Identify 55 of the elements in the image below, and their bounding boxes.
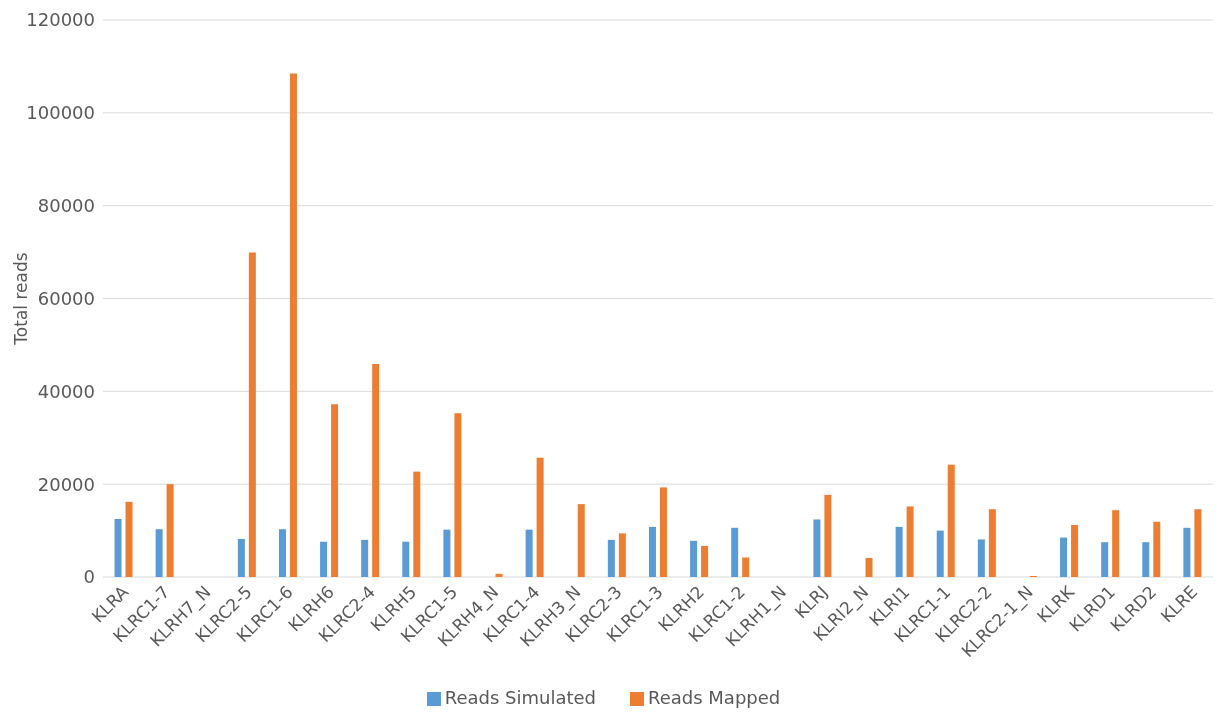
bar: [320, 541, 328, 577]
bar: [659, 487, 667, 577]
bar: [936, 530, 944, 577]
bar: [361, 539, 369, 577]
bar: [237, 538, 245, 577]
bar: [607, 539, 615, 577]
bar: [731, 527, 739, 577]
bar: [166, 484, 174, 577]
bar: [125, 501, 133, 577]
bar: [648, 526, 656, 577]
y-tick-label: 100000: [26, 102, 95, 124]
bar: [1112, 510, 1120, 577]
bar: [114, 518, 122, 577]
y-tick-label: 20000: [37, 473, 95, 495]
bar: [577, 504, 585, 577]
legend-label: Reads Mapped: [648, 687, 781, 708]
bar: [813, 519, 821, 577]
bar: [495, 573, 503, 577]
bar: [1071, 525, 1079, 577]
bar: [1142, 542, 1150, 577]
bar: [1101, 542, 1109, 577]
bar: [155, 529, 163, 577]
bar: [618, 533, 626, 577]
bar: [977, 539, 985, 577]
bar: [988, 509, 996, 577]
bar: [248, 252, 256, 577]
bar: [690, 540, 698, 577]
legend-label: Reads Simulated: [444, 687, 597, 708]
bar: [1153, 521, 1161, 577]
y-axis-title: Total reads: [11, 252, 32, 346]
y-tick-label: 60000: [37, 287, 95, 309]
y-tick-label: 40000: [37, 380, 95, 402]
bar: [1183, 527, 1191, 577]
bar: [742, 557, 750, 577]
y-tick-label: 120000: [26, 9, 95, 31]
bar: [289, 73, 297, 577]
bar: [525, 529, 533, 577]
bar: [454, 413, 462, 577]
bar: [331, 404, 339, 577]
bar: [947, 464, 955, 577]
bar: [402, 541, 410, 577]
y-tick-label: 80000: [37, 195, 95, 217]
bar: [1194, 509, 1202, 577]
bar: [278, 529, 286, 577]
bar: [1060, 537, 1068, 577]
bar: [443, 529, 451, 577]
bar: [895, 526, 903, 577]
bar: [824, 494, 832, 577]
bar: [413, 471, 421, 577]
bar: [906, 506, 914, 577]
bar: [372, 363, 380, 577]
bar: [865, 557, 873, 577]
y-tick-label: 0: [83, 566, 95, 588]
bar: [536, 457, 544, 577]
bar: [701, 545, 709, 577]
